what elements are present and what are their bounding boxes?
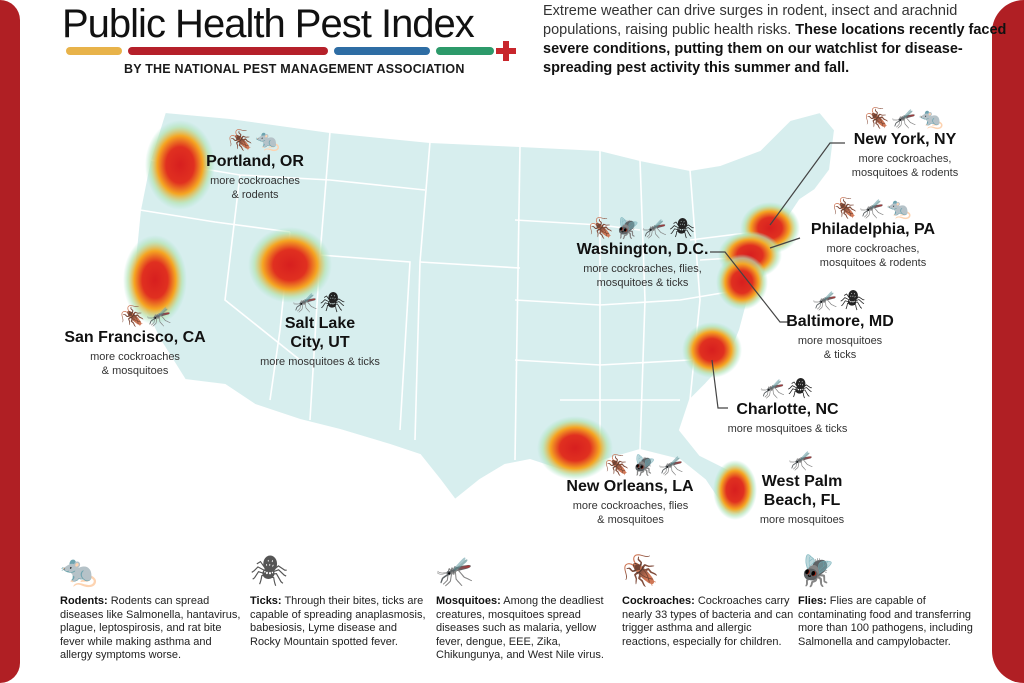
pest-icons: 🦟 (788, 450, 816, 472)
city-san-francisco: 🪳🦟 San Francisco, CA more cockroaches & … (60, 306, 210, 378)
city-name: Charlotte, NC (736, 401, 839, 418)
pest-desc: Flies are capable of contaminating food … (798, 595, 973, 648)
page-title: Public Health Pest Index (62, 2, 475, 46)
red-cross-icon (496, 41, 516, 61)
city-charlotte: 🦟🕷 Charlotte, NC more mosquitoes & ticks (720, 378, 855, 436)
city-desc: more cockroaches, mosquitoes & rodents (819, 243, 927, 269)
city-washington-dc: 🪳🪰🦟🕷 Washington, D.C. more cockroaches, … (570, 218, 715, 290)
pest-icons: 🪳🦟🐀 (832, 198, 914, 220)
city-baltimore: 🦟🕷 Baltimore, MD more mosquitoes & ticks (780, 290, 900, 362)
pest-desc: Rodents can spread diseases like Salmone… (60, 595, 241, 662)
pest-label: Flies: (798, 595, 827, 607)
city-name: Portland, OR (206, 153, 304, 170)
city-name: New York, NY (853, 131, 957, 148)
us-map (123, 110, 845, 520)
pest-desc: Cockroaches carry nearly 33 types of bac… (622, 595, 794, 648)
red-frame-left (0, 0, 20, 683)
pest-icons: 🪳🐀 (228, 130, 282, 152)
pest-ticks: 🕷 Ticks: Through their bites, ticks are … (250, 555, 430, 649)
red-frame-right (992, 0, 1024, 683)
tick-icon: 🕷 (250, 555, 289, 588)
hotspots (123, 120, 800, 520)
pest-cockroaches: 🪳 Cockroaches: Cockroaches carry nearly … (622, 555, 802, 649)
leader-lines (710, 142, 845, 409)
city-new-york: 🪳🦟🐀 New York, NY more cockroaches, mosqu… (840, 108, 970, 180)
mosquito-icon: 🦟 (436, 555, 474, 588)
bar-green (436, 47, 494, 55)
bar-yellow (66, 47, 122, 55)
city-desc: more mosquitoes & ticks (797, 335, 883, 361)
city-salt-lake-city: 🦟🕷 Salt Lake City, UT more mosquitoes & … (250, 292, 390, 369)
city-name: Washington, D.C. (576, 241, 709, 258)
city-desc: more cockroaches & mosquitoes (90, 351, 180, 377)
city-philadelphia: 🪳🦟🐀 Philadelphia, PA more cockroaches, m… (803, 198, 943, 270)
city-desc: more mosquitoes & ticks (260, 356, 380, 368)
pest-label: Ticks: (250, 595, 282, 607)
intro-regular: Extreme weather can drive surges in rode… (543, 3, 958, 38)
pest-icons: 🪳🪰🦟🕷 (588, 218, 697, 240)
logo-color-bars (62, 41, 522, 61)
city-desc: more mosquitoes & ticks (727, 423, 848, 435)
pest-icons: 🪳🦟🐀 (864, 108, 946, 130)
cockroach-icon: 🪳 (622, 555, 660, 588)
city-name: Salt Lake City, UT (284, 315, 356, 351)
pest-icons: 🦟🕷 (292, 292, 348, 314)
pest-desc: Among the deadliest creatures, mosquitoe… (436, 595, 604, 662)
city-desc: more cockroaches, flies, mosquitoes & ti… (583, 263, 702, 289)
city-west-palm-beach: 🦟 West Palm Beach, FL more mosquitoes (752, 450, 852, 527)
city-name: San Francisco, CA (64, 329, 206, 346)
fly-icon: 🪰 (798, 555, 836, 588)
city-portland: 🪳🐀 Portland, OR more cockroaches & roden… (190, 130, 320, 202)
pest-desc: Through their bites, ticks are capable o… (250, 595, 426, 648)
logo: Public Health Pest Index BY THE NATIONAL… (62, 2, 522, 76)
city-name: Philadelphia, PA (810, 221, 936, 238)
rodent-icon: 🐀 (60, 555, 98, 588)
page-subtitle: BY THE NATIONAL PEST MANAGEMENT ASSOCIAT… (124, 62, 465, 76)
pest-icons: 🪳🦟 (120, 306, 174, 328)
city-name: West Palm Beach, FL (761, 473, 843, 509)
pest-label: Cockroaches: (622, 595, 695, 607)
intro-paragraph: Extreme weather can drive surges in rode… (543, 2, 1013, 78)
pest-mosquitoes: 🦟 Mosquitoes: Among the deadliest creatu… (436, 555, 621, 663)
pest-flies: 🪰 Flies: Flies are capable of contaminat… (798, 555, 978, 649)
bar-red (128, 47, 328, 55)
city-desc: more cockroaches & rodents (210, 175, 300, 201)
city-desc: more cockroaches, flies & mosquitoes (572, 500, 689, 526)
pest-rodents: 🐀 Rodents: Rodents can spread diseases l… (60, 555, 245, 663)
city-desc: more mosquitoes (759, 514, 845, 526)
city-new-orleans: 🪳🪰🦟 New Orleans, LA more cockroaches, fl… (560, 455, 700, 527)
city-name: Baltimore, MD (786, 313, 894, 330)
pest-label: Rodents: (60, 595, 108, 607)
city-desc: more cockroaches, mosquitoes & rodents (851, 153, 959, 179)
pest-icons: 🦟🕷 (812, 290, 868, 312)
bar-blue (334, 47, 430, 55)
pest-label: Mosquitoes: (436, 595, 501, 607)
intro-bold: These locations recently faced severe co… (543, 22, 1007, 76)
city-name: New Orleans, LA (566, 478, 694, 495)
pest-icons: 🪳🪰🦟 (604, 455, 686, 477)
pest-icons: 🦟🕷 (760, 378, 815, 400)
